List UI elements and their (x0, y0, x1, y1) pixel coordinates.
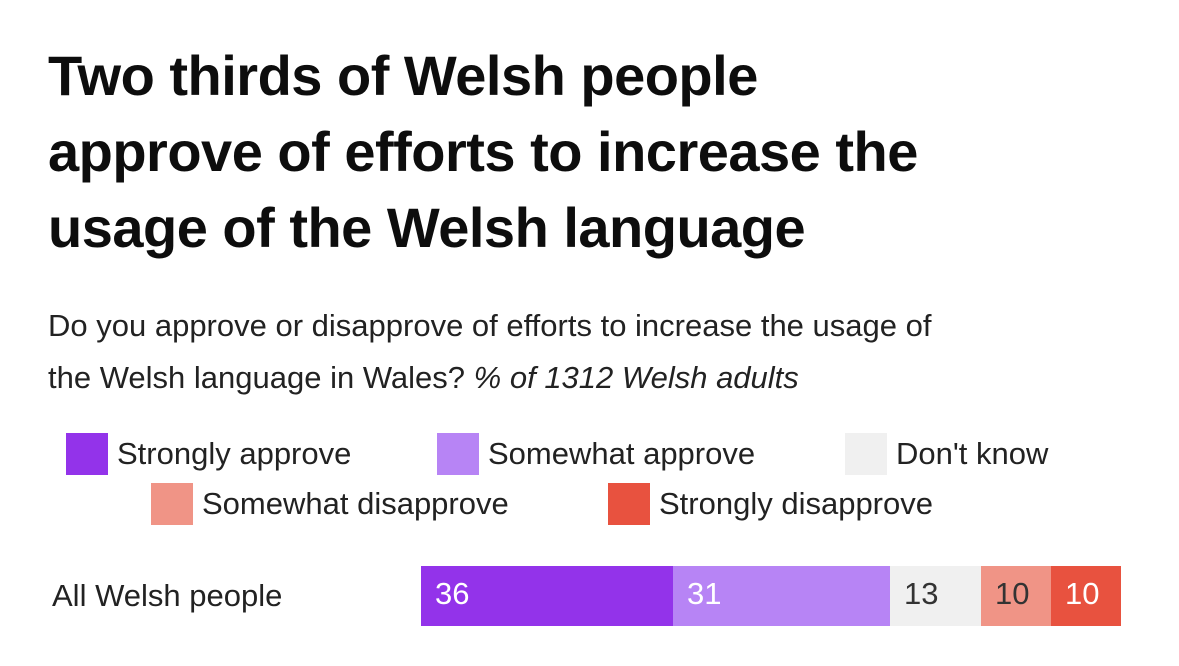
title-line-2: approve of efforts to increase the (48, 120, 918, 183)
data-label-strongly-disapprove: 10 (1065, 576, 1100, 611)
legend-label-somewhat-disapprove: Somewhat disapprove (202, 486, 509, 521)
legend-label-dont-know: Don't know (896, 436, 1049, 471)
legend-item-somewhat-disapprove: Somewhat disapprove (151, 480, 509, 528)
data-label-somewhat-approve: 31 (687, 576, 722, 611)
legend-row-2: Somewhat disapprove Strongly disapprove (0, 480, 1179, 528)
legend-label-somewhat-approve: Somewhat approve (488, 436, 756, 471)
bar-segment-somewhat-approve (673, 566, 890, 626)
data-label-strongly-approve: 36 (435, 576, 470, 611)
legend-swatch-strongly-disapprove (608, 483, 650, 525)
legend-item-strongly-approve: Strongly approve (66, 430, 351, 478)
title-line-1: Two thirds of Welsh people (48, 44, 758, 107)
data-label-somewhat-disapprove: 10 (995, 576, 1030, 611)
data-label-don-t-know: 13 (904, 576, 939, 611)
bar-segment-strongly-disapprove (1051, 566, 1121, 626)
subtitle-line-2: the Welsh language in Wales? (48, 360, 466, 395)
title-line-3: usage of the Welsh language (48, 196, 806, 259)
subtitle-base-note: % of 1312 Welsh adults (473, 360, 799, 395)
legend-swatch-strongly-approve (66, 433, 108, 475)
legend-row-1: Strongly approve Somewhat approve Don't … (0, 430, 1179, 478)
legend-swatch-somewhat-disapprove (151, 483, 193, 525)
subtitle-line-1: Do you approve or disapprove of efforts … (48, 308, 932, 343)
stacked-bar-all-welsh-people: 36 31 13 10 10 (421, 566, 1121, 626)
bar-segment-don-t-know (890, 566, 981, 626)
legend-swatch-dont-know (845, 433, 887, 475)
row-label-all-welsh-people: All Welsh people (52, 578, 283, 613)
chart-title: Two thirds of Welsh people approve of ef… (48, 38, 1148, 266)
legend-item-strongly-disapprove: Strongly disapprove (608, 480, 933, 528)
legend-label-strongly-approve: Strongly approve (117, 436, 352, 471)
bar-segment-strongly-approve (421, 566, 673, 626)
legend-swatch-somewhat-approve (437, 433, 479, 475)
chart-subtitle: Do you approve or disapprove of efforts … (48, 300, 1158, 404)
bar-segment-somewhat-disapprove (981, 566, 1051, 626)
legend-item-somewhat-approve: Somewhat approve (437, 430, 755, 478)
legend-item-dont-know: Don't know (845, 430, 1048, 478)
legend-label-strongly-disapprove: Strongly disapprove (659, 486, 933, 521)
